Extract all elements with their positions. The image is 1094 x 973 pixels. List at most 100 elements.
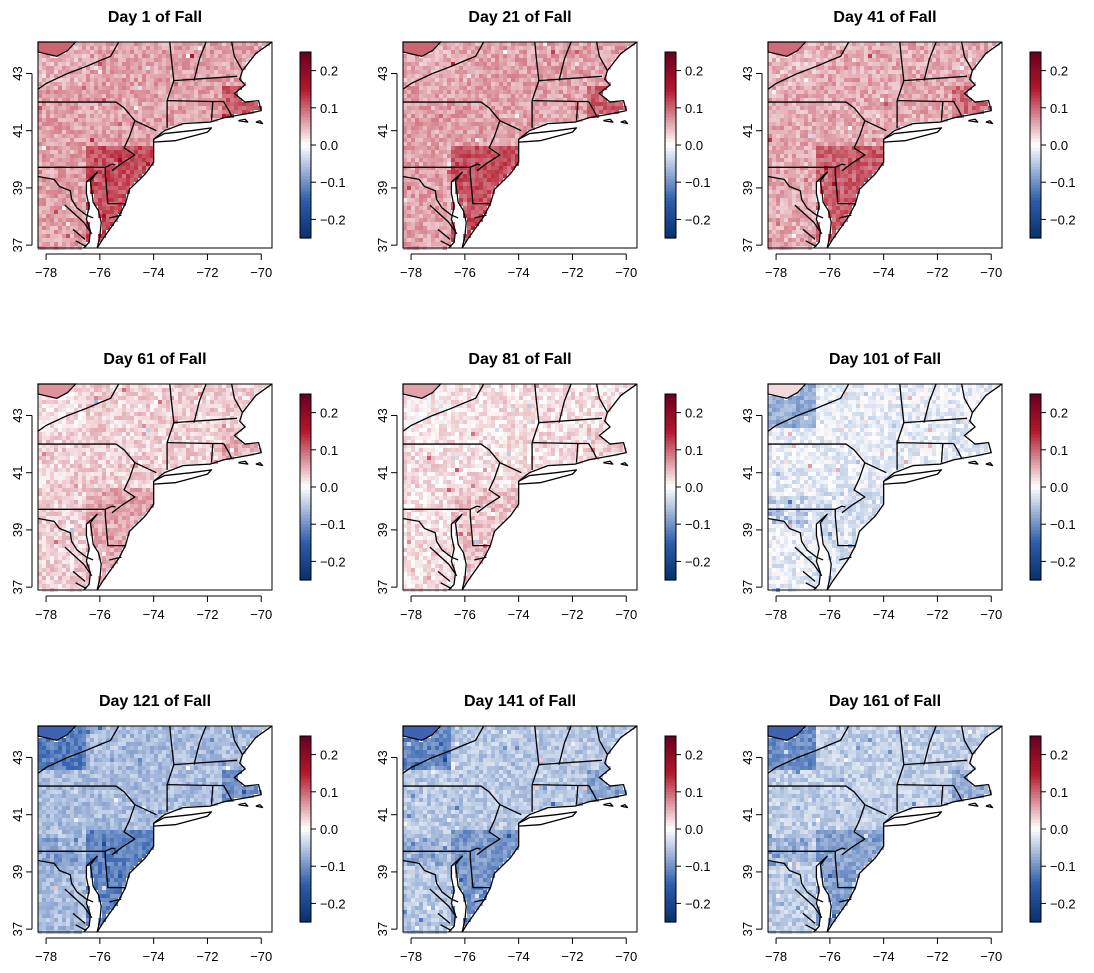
x-tick-label: −70	[250, 949, 272, 964]
y-tick-label: 41	[10, 807, 25, 821]
colorbar: 0.2 0.1 0.0 −0.1 −0.2	[664, 51, 711, 239]
panel-title: Day 1 of Fall	[108, 9, 202, 26]
colorbar-tick-label: −0.1	[320, 517, 346, 532]
x-axis: −78 −76 −74 −72 −70	[400, 253, 637, 280]
colorbar-tick-label: −0.1	[1050, 517, 1076, 532]
x-tick-label: −74	[143, 949, 165, 964]
y-tick-label: 43	[375, 66, 390, 80]
plot-frame	[37, 725, 273, 933]
colorbar: 0.2 0.1 0.0 −0.1 −0.2	[1029, 393, 1076, 581]
colorbar-tick-label: 0.0	[1050, 822, 1068, 837]
x-tick-label: −72	[926, 607, 948, 622]
colorbar: 0.2 0.1 0.0 −0.1 −0.2	[299, 393, 346, 581]
y-tick-label: 41	[375, 465, 390, 479]
y-tick-label: 43	[10, 408, 25, 422]
panel-title: Day 141 of Fall	[464, 693, 576, 710]
x-tick-label: −76	[454, 607, 476, 622]
panel-title: Day 81 of Fall	[468, 351, 571, 368]
y-axis: 37 39 41 43	[10, 750, 33, 936]
colorbar-tick-label: 0.0	[1050, 480, 1068, 495]
y-tick-label: 39	[375, 865, 390, 879]
x-tick-label: −70	[615, 949, 637, 964]
x-axis: −78 −76 −74 −72 −70	[400, 937, 637, 964]
x-tick-label: −70	[250, 265, 272, 280]
x-axis: −78 −76 −74 −72 −70	[35, 937, 272, 964]
colorbar-tick-label: 0.0	[685, 480, 703, 495]
colorbar-tick-label: 0.2	[320, 748, 338, 763]
colorbar: 0.2 0.1 0.0 −0.1 −0.2	[1029, 735, 1076, 923]
x-axis: −78 −76 −74 −72 −70	[765, 937, 1002, 964]
y-tick-label: 37	[375, 922, 390, 936]
map-panel: Day 61 of Fall −78 −76 −74 −72 −70 37 39 41 43 0.2…	[10, 351, 346, 622]
colorbar: 0.2 0.1 0.0 −0.1 −0.2	[1029, 51, 1076, 239]
y-axis: 37 39 41 43	[10, 66, 33, 252]
heatmap-cells	[38, 42, 270, 250]
x-tick-label: −72	[926, 949, 948, 964]
y-tick-label: 41	[375, 123, 390, 137]
y-tick-label: 43	[740, 750, 755, 764]
y-tick-label: 43	[740, 408, 755, 422]
y-tick-label: 39	[10, 523, 25, 537]
y-tick-label: 43	[10, 66, 25, 80]
y-axis: 37 39 41 43	[740, 750, 763, 936]
colorbar-tick-label: 0.2	[1050, 406, 1068, 421]
x-tick-label: −78	[35, 949, 57, 964]
map-panel: Day 101 of Fall −78 −76 −74 −72 −70 37 39 41 43 0.…	[740, 351, 1076, 622]
plot-frame	[402, 41, 638, 249]
x-axis: −78 −76 −74 −72 −70	[35, 253, 272, 280]
x-tick-label: −72	[561, 607, 583, 622]
x-tick-label: −78	[400, 949, 422, 964]
plot-frame	[402, 383, 638, 591]
y-tick-label: 39	[740, 523, 755, 537]
x-tick-label: −70	[615, 607, 637, 622]
y-tick-label: 37	[10, 580, 25, 594]
x-axis: −78 −76 −74 −72 −70	[35, 595, 272, 622]
x-tick-label: −76	[819, 265, 841, 280]
state-borders	[402, 41, 638, 249]
y-tick-label: 37	[10, 238, 25, 252]
y-tick-label: 43	[375, 408, 390, 422]
y-tick-label: 41	[740, 123, 755, 137]
y-axis: 37 39 41 43	[375, 750, 398, 936]
x-tick-label: −70	[250, 607, 272, 622]
colorbar-tick-label: −0.1	[320, 859, 346, 874]
x-tick-label: −74	[508, 607, 530, 622]
colorbar: 0.2 0.1 0.0 −0.1 −0.2	[299, 735, 346, 923]
colorbar-tick-label: 0.1	[320, 443, 338, 458]
colorbar-tick-label: 0.1	[320, 101, 338, 116]
state-borders	[767, 725, 1003, 933]
x-tick-label: −74	[143, 607, 165, 622]
heatmap-cells	[403, 726, 635, 934]
x-tick-label: −78	[35, 607, 57, 622]
x-tick-label: −74	[508, 949, 530, 964]
y-tick-label: 43	[10, 750, 25, 764]
panel-title: Day 21 of Fall	[468, 9, 571, 26]
colorbar-tick-label: −0.1	[320, 175, 346, 190]
x-tick-label: −72	[561, 265, 583, 280]
colorbar-tick-label: 0.2	[1050, 748, 1068, 763]
y-tick-label: 39	[375, 181, 390, 195]
y-tick-label: 37	[740, 238, 755, 252]
x-tick-label: −76	[454, 949, 476, 964]
x-tick-label: −76	[89, 265, 111, 280]
x-tick-label: −76	[819, 949, 841, 964]
state-borders	[37, 725, 273, 933]
x-tick-label: −70	[980, 265, 1002, 280]
colorbar-tick-label: 0.0	[320, 480, 338, 495]
y-tick-label: 39	[375, 523, 390, 537]
colorbar-tick-label: 0.1	[1050, 443, 1068, 458]
heatmap-cells	[403, 42, 635, 250]
plot-frame	[767, 725, 1003, 933]
plot-frame	[767, 383, 1003, 591]
x-tick-label: −72	[926, 265, 948, 280]
x-tick-label: −76	[819, 607, 841, 622]
colorbar-tick-label: −0.2	[1050, 554, 1076, 569]
y-tick-label: 41	[10, 465, 25, 479]
state-borders	[37, 383, 273, 591]
colorbar-tick-label: −0.2	[685, 212, 711, 227]
heatmap-cells	[38, 726, 270, 934]
colorbar-tick-label: −0.2	[1050, 212, 1076, 227]
x-tick-label: −74	[143, 265, 165, 280]
